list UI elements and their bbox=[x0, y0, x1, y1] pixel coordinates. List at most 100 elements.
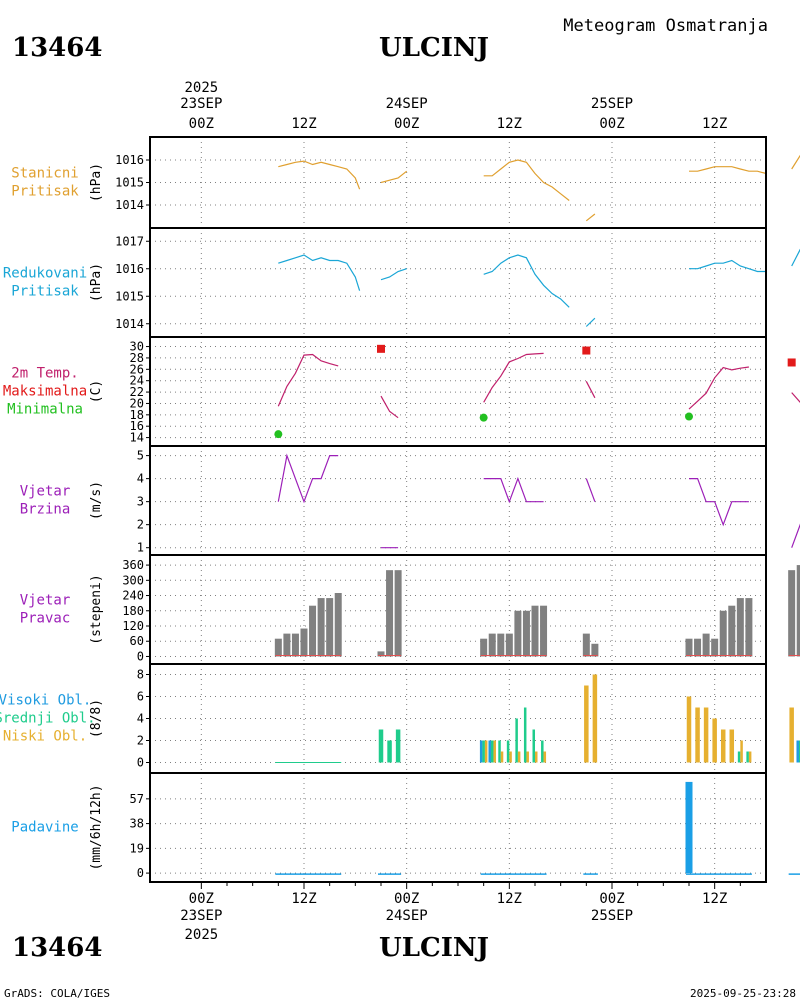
bar bbox=[514, 610, 522, 657]
y-tick-label: 18 bbox=[130, 408, 144, 422]
panel-label: Maksimalna bbox=[3, 384, 87, 400]
year-label-top: 2025 bbox=[184, 80, 218, 96]
bar bbox=[582, 633, 590, 657]
series-line bbox=[380, 268, 407, 281]
bar bbox=[728, 605, 736, 657]
y-tick-label: 360 bbox=[122, 558, 144, 572]
cloud-bar bbox=[748, 751, 752, 763]
bar bbox=[377, 651, 385, 657]
station-name-top: ULCINJ bbox=[379, 33, 489, 63]
tmin-marker bbox=[274, 430, 283, 439]
panel-frame bbox=[149, 445, 767, 556]
panel-label: Redukovani bbox=[3, 266, 87, 282]
series-line bbox=[791, 523, 800, 548]
bar bbox=[283, 633, 291, 657]
panel-frame bbox=[149, 554, 767, 665]
series-line bbox=[278, 160, 361, 190]
y-tick-label: 4 bbox=[137, 712, 144, 726]
day-label-top: 24SEP bbox=[386, 96, 428, 112]
bar bbox=[300, 628, 308, 657]
hour-label-bottom: 12Z bbox=[291, 891, 316, 907]
panel-label: Pravac bbox=[20, 611, 71, 627]
y-tick-label: 1015 bbox=[115, 289, 144, 303]
footer-timestamp: 2025-09-25-23:28 bbox=[690, 987, 796, 1000]
cloud-bar bbox=[746, 751, 749, 763]
bar bbox=[291, 633, 299, 657]
bar bbox=[591, 643, 599, 657]
cloud-bar bbox=[526, 751, 529, 763]
y-tick-label: 20 bbox=[130, 396, 144, 410]
y-tick-label: 300 bbox=[122, 573, 144, 587]
series-line bbox=[791, 392, 800, 403]
day-label-bottom: 24SEP bbox=[386, 908, 428, 924]
cloud-bar bbox=[798, 740, 800, 763]
panel-frame bbox=[149, 227, 767, 338]
bar bbox=[505, 633, 513, 657]
panel-label: Minimalna bbox=[7, 402, 83, 418]
series-line bbox=[278, 254, 361, 291]
cloud-bar bbox=[686, 696, 692, 763]
bar bbox=[711, 638, 719, 657]
bar bbox=[685, 781, 693, 874]
bar bbox=[702, 633, 710, 657]
y-tick-label: 240 bbox=[122, 589, 144, 603]
y-tick-label: 2 bbox=[137, 518, 144, 532]
panel-label: Brzina bbox=[20, 502, 71, 518]
bar bbox=[796, 565, 800, 657]
cloud-bar bbox=[789, 707, 794, 763]
cloud-bar bbox=[523, 707, 527, 763]
y-tick-label: 24 bbox=[130, 374, 144, 388]
day-label-top: 25SEP bbox=[591, 96, 633, 112]
tmax-marker bbox=[787, 358, 796, 367]
cloud-bar bbox=[500, 751, 504, 763]
bar bbox=[531, 605, 539, 657]
y-tick-label: 22 bbox=[130, 385, 144, 399]
unit-label: (mm/6h/12h) bbox=[89, 784, 104, 870]
hour-label-top: 00Z bbox=[189, 116, 214, 132]
series-line bbox=[689, 259, 766, 273]
bar bbox=[394, 570, 402, 657]
cloud-bar bbox=[387, 740, 392, 763]
hour-label-bottom: 00Z bbox=[394, 891, 419, 907]
series-line bbox=[585, 478, 596, 502]
y-tick-label: 28 bbox=[130, 351, 144, 365]
meteogram-title: Meteogram Osmatranja bbox=[563, 16, 768, 36]
y-tick-label: 120 bbox=[122, 619, 144, 633]
cloud-bar bbox=[395, 729, 401, 763]
y-tick-label: 16 bbox=[130, 419, 144, 433]
series-line bbox=[689, 478, 749, 527]
panel-label: Vjetar bbox=[20, 484, 71, 500]
y-tick-label: 14 bbox=[130, 431, 144, 445]
day-label-top: 23SEP bbox=[180, 96, 222, 112]
cloud-bar bbox=[720, 729, 726, 763]
y-tick-label: 0 bbox=[137, 866, 144, 880]
hour-label-top: 00Z bbox=[394, 116, 419, 132]
unit-label: (C) bbox=[89, 380, 104, 403]
series-line bbox=[585, 213, 596, 222]
panel-label: Stanicni bbox=[11, 166, 78, 182]
tmax-marker bbox=[582, 346, 591, 355]
y-tick-label: 38 bbox=[130, 817, 144, 831]
y-tick-label: 1017 bbox=[115, 234, 144, 248]
cloud-bar bbox=[488, 740, 491, 763]
series-line bbox=[277, 453, 339, 504]
cloud-bar bbox=[541, 740, 544, 763]
bar bbox=[317, 598, 325, 657]
footer-credit: GrADS: COLA/IGES bbox=[4, 987, 110, 1000]
y-tick-label: 30 bbox=[130, 340, 144, 354]
y-tick-label: 5 bbox=[137, 449, 144, 463]
cloud-bar bbox=[535, 751, 538, 763]
station-id-top: 13464 bbox=[12, 33, 102, 63]
panel-label: Srednji Obl. bbox=[0, 711, 96, 727]
hour-label-bottom: 00Z bbox=[189, 891, 214, 907]
hour-label-bottom: 12Z bbox=[497, 891, 522, 907]
plot-area: 202523SEP23SEP24SEP24SEP25SEP25SEP00Z00Z… bbox=[0, 80, 800, 943]
bar bbox=[522, 610, 530, 657]
y-tick-label: 2 bbox=[137, 734, 144, 748]
y-tick-label: 57 bbox=[130, 792, 144, 806]
tmin-marker bbox=[479, 413, 488, 422]
cloud-bar bbox=[378, 729, 384, 763]
cloud-bar bbox=[737, 751, 741, 763]
bar bbox=[326, 598, 334, 657]
y-tick-label: 8 bbox=[137, 668, 144, 682]
